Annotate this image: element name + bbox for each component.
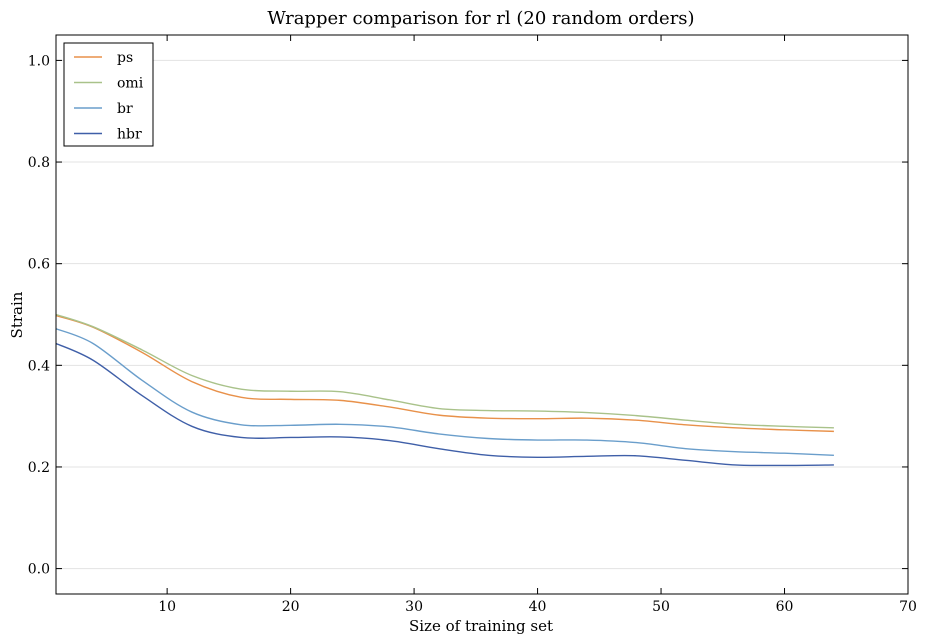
y-tick-label: 0.6 — [28, 257, 50, 273]
axis-ticks: 0.0 0.2 0.4 0.6 0.8 1.0 10 20 30 40 50 60 70 — [28, 35, 917, 615]
x-axis-title: Size of training set — [409, 617, 553, 635]
x-tick-label: 70 — [899, 599, 917, 615]
y-tick-label: 0.4 — [28, 358, 50, 374]
plot-frame — [55, 34, 909, 595]
series-line-hbr — [55, 342, 834, 467]
y-tick-label: 0.2 — [28, 460, 50, 476]
grid-lines — [56, 59, 908, 570]
series-line-br — [55, 328, 834, 456]
legend-label-hbr: hbr — [117, 127, 142, 143]
x-tick-label: 30 — [405, 599, 423, 615]
x-tick-label: 40 — [529, 599, 547, 615]
y-tick-label: 1.0 — [28, 53, 50, 69]
legend-box — [63, 42, 154, 147]
y-axis-title: Strain — [8, 291, 26, 338]
legend-label-omi: omi — [117, 76, 144, 92]
y-tick-label: 0.8 — [28, 155, 50, 171]
chart-title: Wrapper comparison for rl (20 random ord… — [267, 8, 694, 29]
x-tick-label: 20 — [282, 599, 300, 615]
x-tick-label: 50 — [652, 599, 670, 615]
legend-label-br: br — [117, 101, 133, 117]
legend-label-ps: ps — [117, 50, 133, 66]
series-line-omi — [55, 313, 834, 429]
series-lines — [55, 313, 834, 467]
legend: ps omi br hbr — [63, 42, 154, 147]
x-tick-label: 10 — [158, 599, 176, 615]
series-line-ps — [55, 314, 834, 433]
y-tick-label: 0.0 — [28, 562, 50, 578]
x-tick-label: 60 — [776, 599, 794, 615]
